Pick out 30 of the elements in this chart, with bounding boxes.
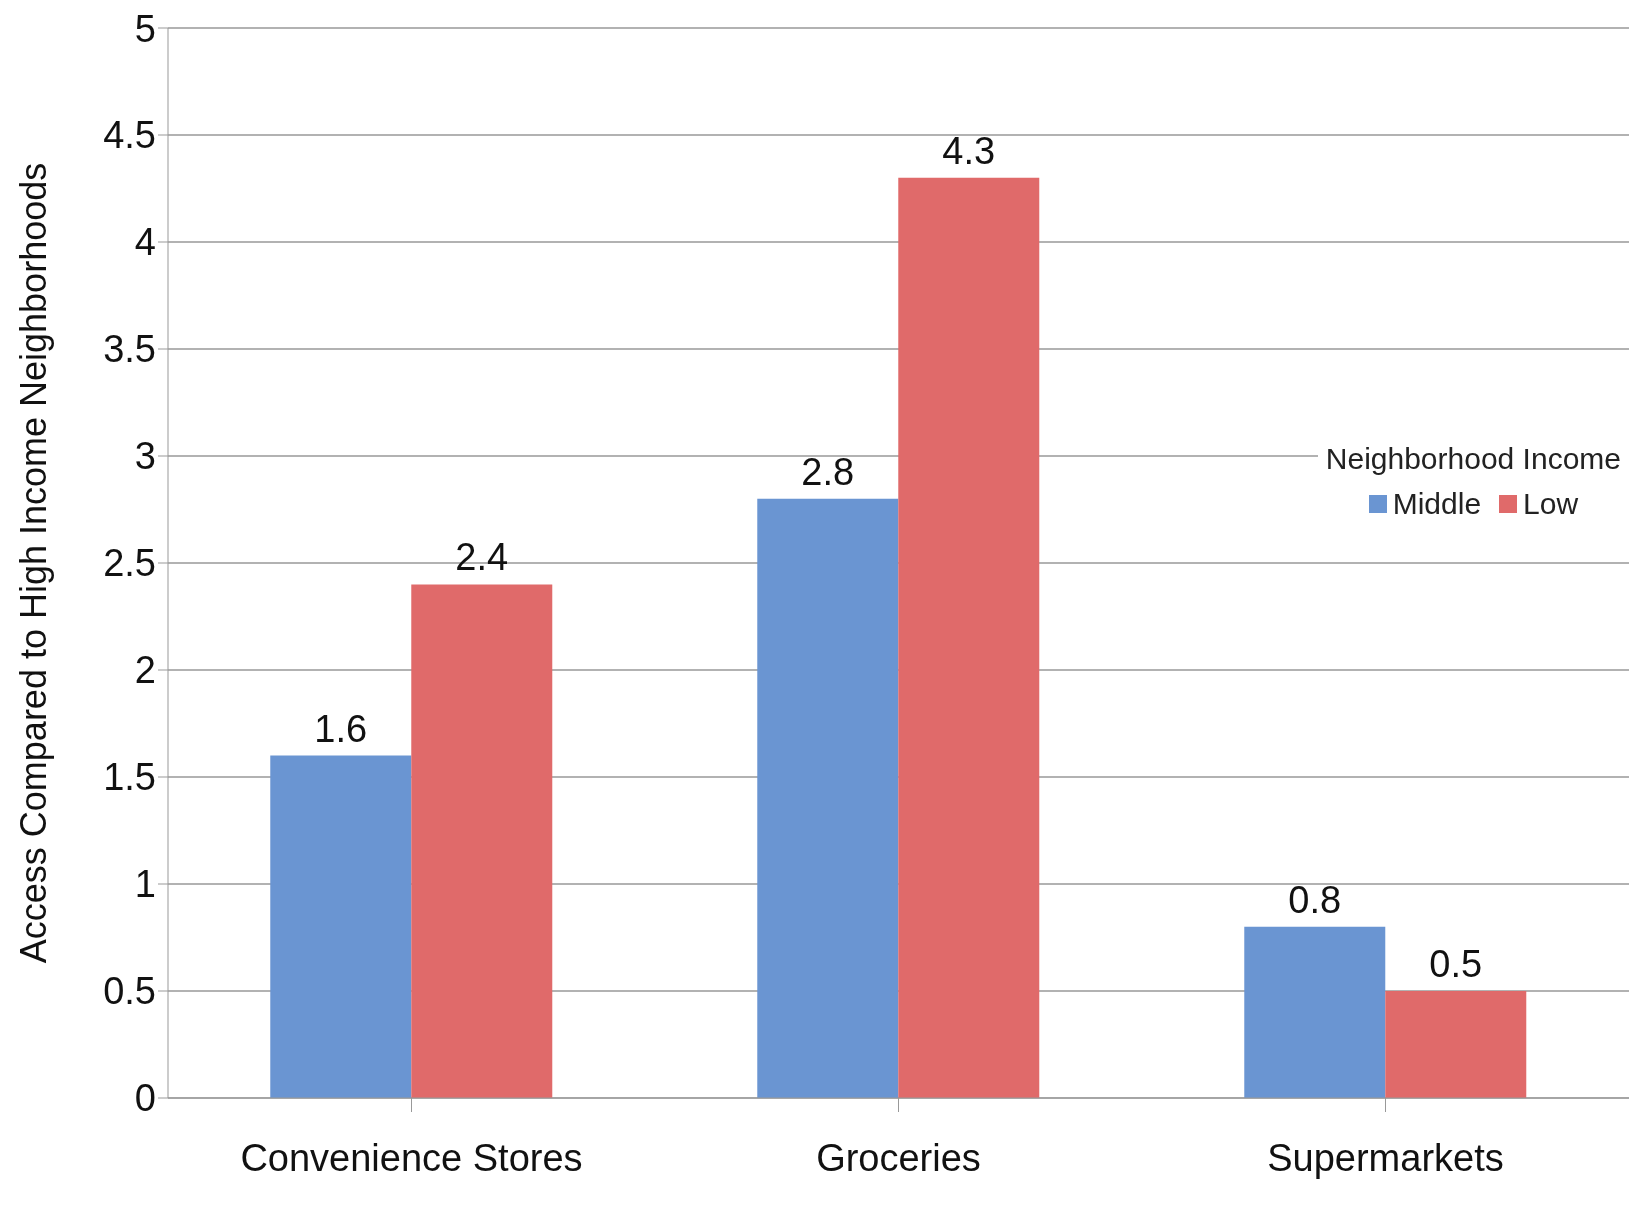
x-tick-label: Groceries — [816, 1136, 981, 1179]
y-tick-label: 0.5 — [103, 970, 156, 1013]
legend-label: Low — [1522, 487, 1579, 521]
data-label: 0.5 — [1429, 943, 1483, 985]
y-tick-label: 1.5 — [103, 756, 156, 799]
legend-title: Neighborhood Income — [1325, 441, 1621, 477]
bar — [898, 177, 1040, 1098]
bar — [411, 584, 553, 1098]
y-tick-label: 4.5 — [103, 114, 156, 157]
legend-label: Middle — [1391, 487, 1482, 521]
y-tick-label: 3.5 — [103, 328, 156, 371]
y-tick-label: 3 — [134, 435, 156, 478]
data-label: 0.8 — [1288, 878, 1342, 921]
y-axis-title: Access Compared to High Income Neighborhoods — [12, 162, 54, 964]
bar — [1385, 991, 1527, 1098]
bar — [1244, 926, 1386, 1098]
data-label: 4.3 — [942, 129, 996, 172]
y-tick-label: 1 — [134, 863, 156, 906]
data-label: 2.4 — [455, 536, 509, 579]
y-tick-label: 4 — [134, 221, 156, 264]
bar — [270, 755, 412, 1098]
data-label: 2.8 — [801, 450, 855, 493]
data-label: 1.6 — [314, 707, 368, 750]
y-tick-label: 2 — [134, 649, 156, 692]
y-tick-label: 2.5 — [103, 542, 156, 585]
y-tick-label: 0 — [134, 1077, 156, 1120]
bar — [757, 498, 899, 1098]
x-tick-label: Supermarkets — [1267, 1136, 1504, 1179]
x-tick-label: Convenience Stores — [240, 1136, 583, 1179]
y-tick-label: 5 — [134, 7, 156, 50]
